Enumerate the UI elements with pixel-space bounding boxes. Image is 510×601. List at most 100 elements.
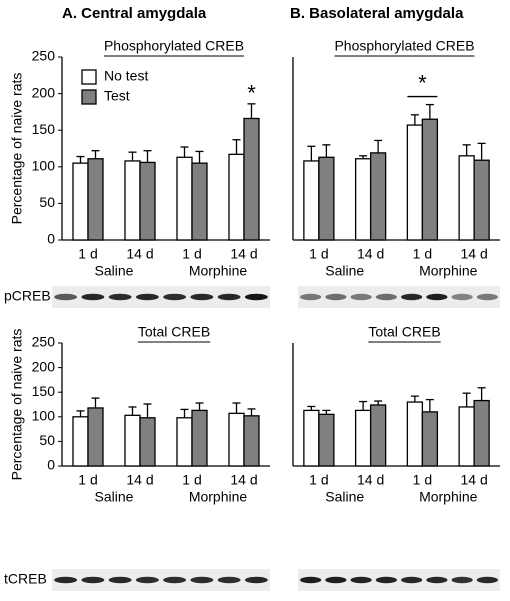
- blot-band: [426, 576, 448, 584]
- bar: [191, 409, 208, 467]
- y-axis-label: Percentage of naive rats: [9, 329, 25, 481]
- blot-band: [476, 293, 498, 301]
- bar: [473, 399, 490, 467]
- group-label: Morphine: [419, 263, 478, 279]
- blot-band: [108, 293, 132, 301]
- annotation: *: [247, 81, 256, 106]
- blot-band: [217, 576, 241, 584]
- bar: [176, 417, 193, 467]
- blot-band: [476, 576, 498, 584]
- y-tick-label: 50: [39, 194, 55, 210]
- blot-band: [244, 293, 268, 301]
- blot-band: [375, 293, 397, 301]
- blot: [52, 286, 270, 308]
- y-tick-label: 250: [32, 48, 56, 64]
- bar: [228, 153, 245, 241]
- blot: [298, 569, 500, 591]
- blot-band: [190, 576, 214, 584]
- y-tick-label: 0: [47, 231, 55, 247]
- bar: [139, 417, 156, 467]
- x-tick-label: 1 d: [78, 246, 97, 262]
- x-tick-label: 1 d: [413, 246, 432, 262]
- chart-title: Phosphorylated CREB: [104, 38, 244, 54]
- blot-band: [163, 293, 187, 301]
- blot-band: [108, 576, 132, 584]
- blot-band: [401, 576, 423, 584]
- y-tick-label: 200: [32, 358, 56, 374]
- blot-band: [325, 576, 347, 584]
- x-tick-label: 14 d: [126, 472, 153, 488]
- y-tick-label: 150: [32, 121, 56, 137]
- x-tick-label: 14 d: [230, 472, 257, 488]
- bar: [473, 159, 490, 241]
- bar: [243, 117, 260, 241]
- y-tick-label: 100: [32, 408, 56, 424]
- blot-band: [81, 576, 105, 584]
- bar: [369, 404, 387, 467]
- x-tick-label: 14 d: [126, 246, 153, 262]
- blot-band: [244, 576, 268, 584]
- x-tick-label: 1 d: [182, 472, 201, 488]
- bar: [303, 409, 320, 467]
- blot-band: [300, 293, 322, 301]
- x-tick-label: 14 d: [461, 472, 488, 488]
- y-tick-label: 200: [32, 84, 56, 100]
- group-label: Morphine: [189, 489, 248, 505]
- chart-title: Total CREB: [368, 324, 440, 340]
- blot-label: pCREB: [4, 288, 51, 304]
- bar: [124, 160, 141, 241]
- blot-band: [135, 576, 159, 584]
- x-tick-label: 14 d: [461, 246, 488, 262]
- bar: [406, 401, 424, 467]
- x-tick-label: 1 d: [309, 472, 328, 488]
- chart-title: Phosphorylated CREB: [334, 38, 474, 54]
- x-tick-label: 1 d: [78, 472, 97, 488]
- group-label: Morphine: [419, 489, 478, 505]
- legend-swatch: [81, 69, 97, 85]
- y-tick-label: 100: [32, 158, 56, 174]
- bar: [124, 414, 141, 467]
- blot-band: [54, 576, 78, 584]
- bar: [303, 160, 320, 241]
- bar: [72, 162, 89, 241]
- blot-band: [54, 293, 78, 301]
- x-tick-label: 1 d: [413, 472, 432, 488]
- blot-label: tCREB: [4, 571, 47, 587]
- x-tick-label: 1 d: [309, 246, 328, 262]
- blot-band: [190, 293, 214, 301]
- blot: [52, 569, 270, 591]
- group-label: Saline: [325, 489, 364, 505]
- legend-label: Test: [104, 88, 130, 104]
- blot-band: [163, 576, 187, 584]
- bar: [406, 124, 424, 241]
- bar: [139, 161, 156, 241]
- bar: [87, 407, 104, 467]
- panel-title: B. Basolateral amygdala: [290, 5, 464, 22]
- blot-band: [426, 293, 448, 301]
- bar: [318, 413, 335, 467]
- blot-band: [401, 293, 423, 301]
- annotation: *: [418, 70, 427, 95]
- blot-band: [300, 576, 322, 584]
- group-label: Morphine: [189, 263, 248, 279]
- bar: [458, 155, 475, 241]
- bar: [421, 411, 439, 467]
- x-tick-label: 14 d: [357, 246, 384, 262]
- legend-swatch: [81, 89, 97, 105]
- blot-band: [81, 293, 105, 301]
- blot-band: [325, 293, 347, 301]
- legend-label: No test: [104, 68, 148, 84]
- group-label: Saline: [95, 263, 134, 279]
- blot: [298, 286, 500, 308]
- y-tick-label: 0: [47, 457, 55, 473]
- x-tick-label: 14 d: [230, 246, 257, 262]
- blot-band: [375, 576, 397, 584]
- bar: [369, 152, 387, 241]
- y-tick-label: 150: [32, 383, 56, 399]
- x-tick-label: 1 d: [182, 246, 201, 262]
- bar: [87, 158, 104, 241]
- y-tick-label: 250: [32, 334, 56, 350]
- bar: [228, 412, 245, 467]
- bar: [354, 158, 372, 241]
